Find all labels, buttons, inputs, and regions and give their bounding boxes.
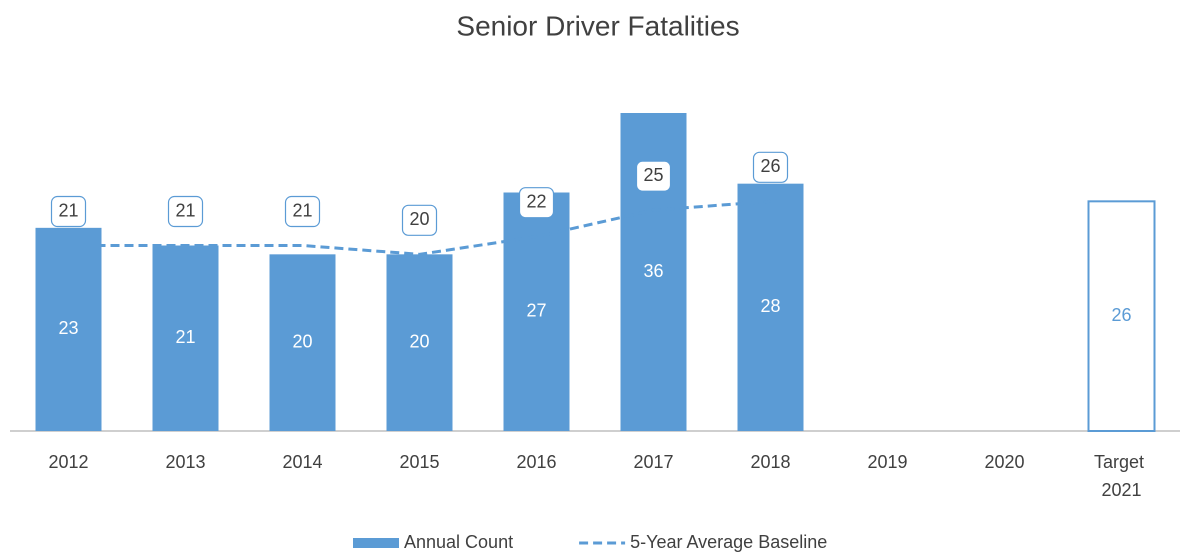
data-label: 23 (58, 318, 78, 338)
data-label-box (167, 195, 204, 228)
x-tick-label: 2018 (750, 452, 790, 472)
data-label: 20 (409, 331, 429, 351)
bar (386, 254, 453, 431)
x-tick-label: 2020 (984, 452, 1024, 472)
data-label-box (401, 204, 438, 236)
x-tick-label: Target 2021 (1094, 452, 1149, 500)
data-label: 21 (58, 200, 78, 220)
data-label: 25 (643, 165, 663, 185)
x-tick-label: 2016 (516, 452, 556, 472)
data-label: 36 (643, 261, 663, 281)
data-label-box (752, 151, 789, 183)
x-tick-label: 2017 (633, 452, 673, 472)
bar (35, 227, 102, 431)
x-tick-label: 2015 (399, 452, 439, 472)
data-label-box (50, 195, 87, 228)
data-label: 27 (526, 301, 546, 321)
data-label: 20 (292, 331, 312, 351)
bar (152, 245, 219, 431)
chart-title: Senior Driver Fatalities (456, 10, 739, 41)
legend-swatch (353, 538, 399, 548)
legend-label: Annual Count (404, 532, 513, 552)
legend-label: 5-Year Average Baseline (630, 532, 827, 552)
bar (269, 254, 336, 431)
data-label: 28 (760, 296, 780, 316)
data-label: 21 (175, 200, 195, 220)
x-tick-label: 2019 (867, 452, 907, 472)
x-tick-label: 2012 (48, 452, 88, 472)
data-label: 26 (1111, 305, 1131, 325)
data-label: 21 (175, 327, 195, 347)
bar (737, 183, 804, 431)
line (68, 199, 771, 256)
data-label-box (635, 160, 672, 192)
data-label: 20 (409, 209, 429, 229)
data-label: 26 (760, 156, 780, 176)
data-label-box (518, 187, 555, 219)
data-label: 22 (526, 191, 546, 211)
x-tick-label: 2014 (282, 452, 322, 472)
data-label-box (284, 195, 321, 228)
bar (1087, 200, 1156, 432)
x-tick-label: 2013 (165, 452, 205, 472)
data-label: 21 (292, 200, 312, 220)
